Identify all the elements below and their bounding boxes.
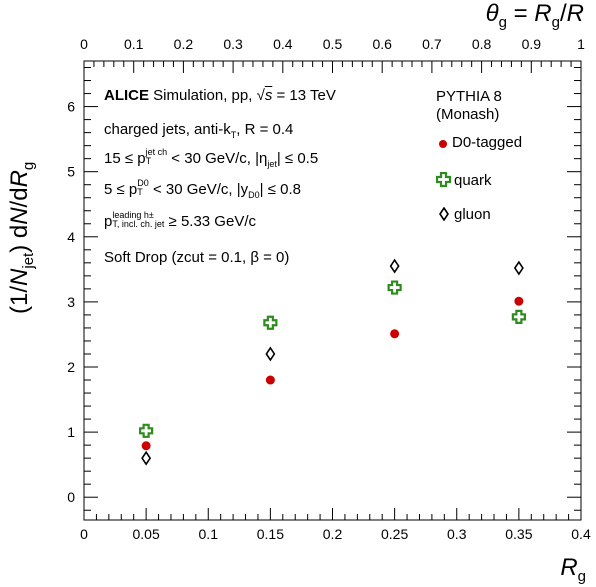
legend-header1: PYTHIA 8	[436, 88, 502, 105]
jet-pt-a: 15 ≤ p	[104, 150, 146, 167]
point-gluon	[391, 260, 399, 272]
top-tick-label: 0.3	[223, 36, 243, 52]
energy-label: = 13 TeV	[276, 87, 335, 104]
point-quark	[513, 311, 525, 323]
point-quark	[140, 425, 152, 437]
point-d0tagged	[514, 297, 523, 306]
top-tick-label: 0.4	[273, 36, 293, 52]
annotation-line1: ALICE Simulation, pp, √s = 13 TeV	[104, 87, 336, 105]
simulation-label: Simulation, pp,	[153, 87, 252, 104]
legend-item-gluon: gluon	[454, 206, 491, 223]
jet-pt-c: | ≤ 0.5	[277, 150, 318, 167]
point-d0tagged	[390, 329, 399, 338]
jet-pt-subsup: jet ch T	[146, 148, 168, 166]
soft-drop-label: Soft Drop (zcut = 0.1, β = 0)	[104, 249, 289, 266]
annotation-line2: charged jets, anti-kT, R = 0.4	[104, 121, 293, 144]
y-tick-label: 3	[67, 294, 75, 310]
leading-pt-b: ≥ 5.33 GeV/c	[169, 213, 256, 230]
d0-pt-sub: T	[137, 188, 149, 197]
jet-pt-b: < 30 GeV/c, |η	[171, 150, 267, 167]
leading-pt-sub: T, incl. ch. jet	[112, 220, 164, 229]
d0-pt-b: < 30 GeV/c, |y	[153, 181, 248, 198]
point-d0tagged	[266, 376, 275, 385]
bottom-tick-label: 0.05	[133, 526, 160, 542]
d0-pt-subsup: D0 T	[137, 179, 149, 197]
alice-label: ALICE	[104, 87, 149, 104]
top-tick-label: 0	[80, 36, 88, 52]
jets-label: charged jets, anti-k	[104, 121, 231, 138]
leading-pt-subsup: leading h± T, incl. ch. jet	[112, 211, 164, 229]
bottom-tick-label: 0	[80, 526, 88, 542]
y-tick-label: 0	[67, 489, 75, 505]
top-tick-label: 0.7	[422, 36, 442, 52]
annotation-line3: 15 ≤ p jet ch T < 30 GeV/c, |ηjet| ≤ 0.5	[104, 150, 318, 173]
top-tick-label: 0.9	[522, 36, 542, 52]
legend-marker-gluon	[438, 207, 450, 221]
top-tick-label: 0.5	[323, 36, 343, 52]
point-quark	[389, 282, 401, 294]
d0-pt-c: | ≤ 0.8	[260, 181, 301, 198]
y-axis-label: (1/Njet) dN/dRg	[6, 162, 37, 314]
point-d0tagged	[142, 441, 151, 450]
radius-label: , R = 0.4	[236, 121, 293, 138]
legend-marker-quark	[436, 172, 452, 188]
annotation-line5: p leading h± T, incl. ch. jet ≥ 5.33 GeV/c	[104, 213, 256, 231]
annotation-line6: Soft Drop (zcut = 0.1, β = 0)	[104, 249, 289, 267]
point-gluon	[142, 452, 150, 464]
top-tick-label: 0.8	[472, 36, 492, 52]
top-axis-label: θg = Rg/R	[486, 0, 584, 31]
y-tick-label: 5	[67, 164, 75, 180]
bottom-tick-label: 0.3	[447, 526, 467, 542]
d0-y-sub: D0	[248, 190, 260, 200]
data-points	[140, 260, 525, 464]
d0-pt-a: 5 ≤ p	[104, 181, 137, 198]
bottom-tick-label: 0.4	[571, 526, 591, 542]
jet-eta-sub: jet	[267, 159, 277, 169]
jet-pt-sub: T	[146, 157, 168, 166]
top-tick-label: 0.1	[124, 36, 144, 52]
bottom-axis: 0 0.05 0.1 0.15 0.2 0.25 0.3 0.35 0.4	[80, 508, 591, 542]
annotation-line4: 5 ≤ p D0 T < 30 GeV/c, |yD0| ≤ 0.8	[104, 181, 301, 204]
y-tick-label: 1	[67, 424, 75, 440]
top-tick-label: 1	[577, 36, 585, 52]
bottom-tick-label: 0.25	[381, 526, 408, 542]
x-axis-label: Rg	[560, 554, 586, 585]
y-tick-label: 6	[67, 99, 75, 115]
point-gluon	[515, 262, 523, 274]
y-tick-label: 2	[67, 359, 75, 375]
top-axis: 0 0.1 0.2 0.3 0.4 0.5 0.6 0.7 0.8 0.9 1	[80, 36, 585, 73]
x-axis-label-sub: g	[578, 568, 586, 585]
top-tick-label: 0.2	[174, 36, 194, 52]
point-gluon	[266, 348, 274, 360]
legend-marker-d0	[438, 139, 450, 151]
legend-header2: (Monash)	[436, 106, 499, 123]
point-quark	[264, 317, 276, 329]
bottom-tick-label: 0.35	[505, 526, 532, 542]
leading-pt-a: p	[104, 213, 112, 230]
bottom-tick-label: 0.2	[323, 526, 343, 542]
y-tick-label: 4	[67, 229, 75, 245]
top-tick-label: 0.6	[372, 36, 392, 52]
legend-item-quark: quark	[454, 172, 492, 189]
legend-item-d0: D0-tagged	[452, 134, 522, 151]
bottom-tick-label: 0.1	[199, 526, 219, 542]
x-axis-label-main: R	[560, 554, 577, 581]
bottom-tick-label: 0.15	[257, 526, 284, 542]
